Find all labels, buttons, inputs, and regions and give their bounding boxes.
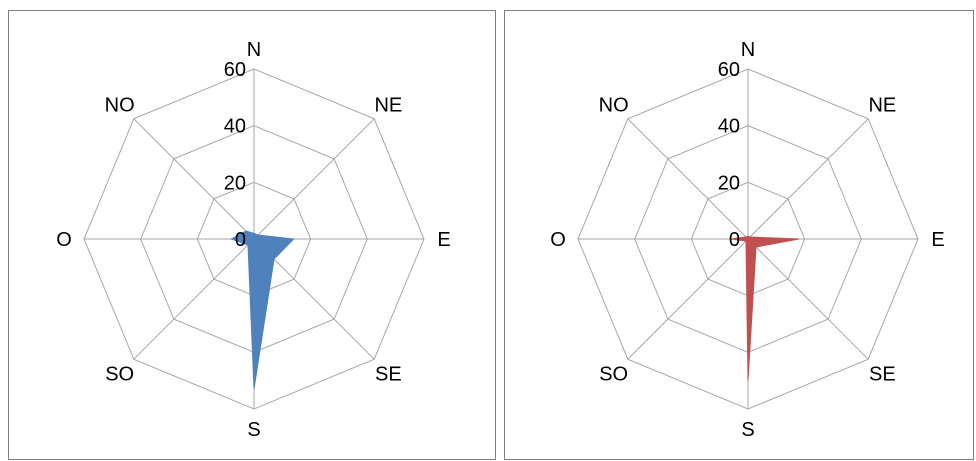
right-chart-category-label-se: SE	[869, 363, 896, 385]
right-chart-tick-label-20: 20	[718, 172, 740, 194]
radar-chart-right-svg: 0 20 40 60N NE E SE S SO O NO	[505, 11, 975, 461]
right-chart-tick-label-0: 0	[729, 229, 740, 251]
left-chart-category-label-no: NO	[105, 95, 135, 117]
radar-chart-left: 0 20 40 60 N NE E SE S SO O NO	[8, 10, 496, 460]
left-chart-tick-label-40: 40	[224, 116, 246, 138]
left-chart-category-label-ne: NE	[374, 95, 402, 117]
radar-chart-left-svg: 0 20 40 60N NE E SE S SO O NO	[9, 11, 497, 461]
left-chart-spoke-ne	[254, 119, 374, 239]
right-chart-tick-label-60: 60	[718, 59, 740, 81]
left-chart-tick-label-20: 20	[224, 172, 246, 194]
right-chart-spoke-ne	[748, 119, 868, 239]
right-chart-spoke-se	[748, 239, 868, 359]
right-chart-series-0-area	[731, 236, 799, 380]
left-chart-spoke-so	[134, 239, 254, 359]
right-chart-category-label-o: O	[550, 229, 566, 251]
right-chart-category-label-so: SO	[599, 363, 628, 385]
right-chart-spoke-so	[628, 239, 748, 359]
left-chart-category-label-n: N	[247, 39, 261, 61]
left-chart-tick-label-60: 60	[224, 59, 246, 81]
left-chart-category-label-so: SO	[105, 363, 134, 385]
right-chart-category-label-e: E	[931, 229, 944, 251]
left-chart-category-label-s: S	[247, 419, 260, 441]
left-chart-category-label-e: E	[437, 229, 450, 251]
left-chart-category-label-se: SE	[375, 363, 402, 385]
right-chart-category-label-no: NO	[599, 95, 629, 117]
right-chart-category-label-ne: NE	[868, 95, 896, 117]
right-chart-category-label-n: N	[741, 39, 755, 61]
left-chart-category-label-o: O	[56, 229, 72, 251]
left-chart-tick-label-0: 0	[235, 229, 246, 251]
right-chart-category-label-s: S	[741, 419, 754, 441]
right-chart-tick-label-40: 40	[718, 116, 740, 138]
left-chart-series-0-area	[231, 231, 293, 389]
radar-chart-right: 0 20 40 60 N NE E SE S SO O NO	[504, 10, 974, 460]
